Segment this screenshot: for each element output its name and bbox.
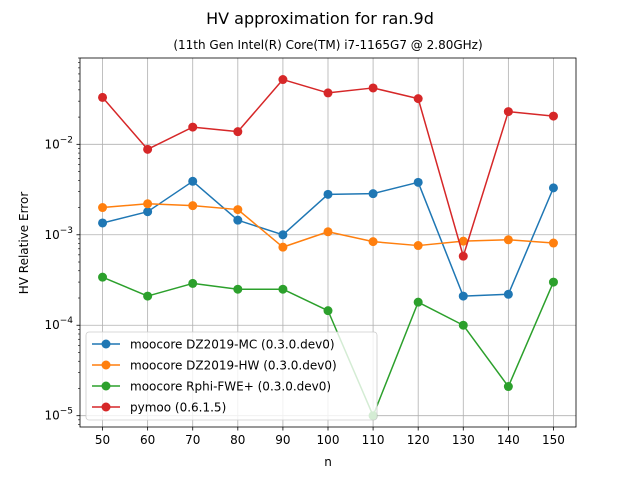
data-point [143,291,153,301]
data-point [413,94,423,104]
data-point [413,177,423,187]
x-tick-label: 60 [140,433,155,447]
x-tick-label: 150 [542,433,565,447]
data-point [143,199,153,209]
legend-entry: moocore DZ2019-MC (0.3.0.dev0) [92,338,335,352]
data-point [233,205,243,215]
series-1 [98,199,558,252]
data-point [413,297,423,307]
data-point [233,215,243,225]
data-point [503,107,513,117]
data-point [458,236,468,246]
legend-marker [101,402,111,412]
y-tick-label: 10−3 [44,226,73,242]
data-point [188,278,198,288]
data-point [323,88,333,98]
legend-marker [101,360,111,370]
data-point [503,235,513,245]
y-tick-base: 10 [44,318,59,332]
data-point [98,203,108,213]
series-2 [98,272,558,421]
data-point [368,83,378,93]
data-point [458,291,468,301]
data-point [98,272,108,282]
data-point [278,75,288,85]
data-point [98,92,108,102]
x-tick-label: 110 [362,433,385,447]
data-point [368,189,378,199]
data-point [98,218,108,228]
data-point [548,238,558,248]
x-axis-ticks: 50 60 70 80 90 100 110 120 130 140 150 [95,427,565,447]
y-tick-label: 10−4 [44,316,73,332]
series-0 [98,176,558,301]
x-tick-label: 120 [407,433,430,447]
y-tick-label: 10−2 [44,135,73,151]
x-tick-label: 90 [275,433,290,447]
x-tick-label: 70 [185,433,200,447]
data-point [503,382,513,392]
x-tick-label: 140 [497,433,520,447]
legend-marker [101,381,111,391]
data-point [368,237,378,247]
x-tick-label: 130 [452,433,475,447]
y-tick-label: 10−5 [44,407,73,423]
y-tick-exponent: −2 [60,135,73,145]
series-3 [98,75,558,261]
legend-entry: moocore DZ2019-HW (0.3.0.dev0) [92,359,337,373]
legend: moocore DZ2019-MC (0.3.0.dev0) moocore DZ… [85,331,378,421]
data-point [233,284,243,294]
y-tick-exponent: −5 [60,407,73,417]
y-tick-base: 10 [44,409,59,423]
data-point [548,111,558,121]
chart-subtitle: (11th Gen Intel(R) Core(TM) i7-1165G7 @ … [173,38,482,52]
legend-label: moocore Rphi-FWE+ (0.3.0.dev0) [130,380,331,394]
legend-entry: pymoo (0.6.1.5) [92,401,226,415]
x-tick-label: 80 [230,433,245,447]
y-tick-exponent: −3 [60,226,73,236]
data-point [503,289,513,299]
data-point [458,320,468,330]
data-point [548,183,558,193]
data-point [278,230,288,240]
x-tick-label: 50 [95,433,110,447]
data-point [143,144,153,154]
data-point [188,122,198,132]
x-axis-label: n [324,455,332,469]
data-point [458,251,468,261]
data-point [323,189,333,199]
legend-box [85,331,378,421]
data-point [413,241,423,251]
plot-series [98,75,558,421]
legend-marker [101,339,111,349]
y-tick-exponent: −4 [60,316,74,326]
data-point [143,207,153,217]
legend-label: moocore DZ2019-MC (0.3.0.dev0) [130,338,335,352]
data-point [233,127,243,137]
data-point [323,306,333,316]
legend-entry: moocore Rphi-FWE+ (0.3.0.dev0) [92,380,331,394]
y-tick-base: 10 [44,137,59,151]
x-tick-label: 100 [317,433,340,447]
data-point [548,277,558,287]
data-point [278,242,288,252]
y-axis-label: HV Relative Error [17,192,31,295]
data-point [278,284,288,294]
data-point [188,201,198,211]
y-axis-ticks: 10−210−310−410−5 [44,57,80,425]
data-point [323,227,333,237]
legend-label: moocore DZ2019-HW (0.3.0.dev0) [130,359,337,373]
y-tick-base: 10 [44,228,59,242]
legend-label: pymoo (0.6.1.5) [130,401,226,415]
chart-title: HV approximation for ran.9d [206,9,434,28]
data-point [188,176,198,186]
